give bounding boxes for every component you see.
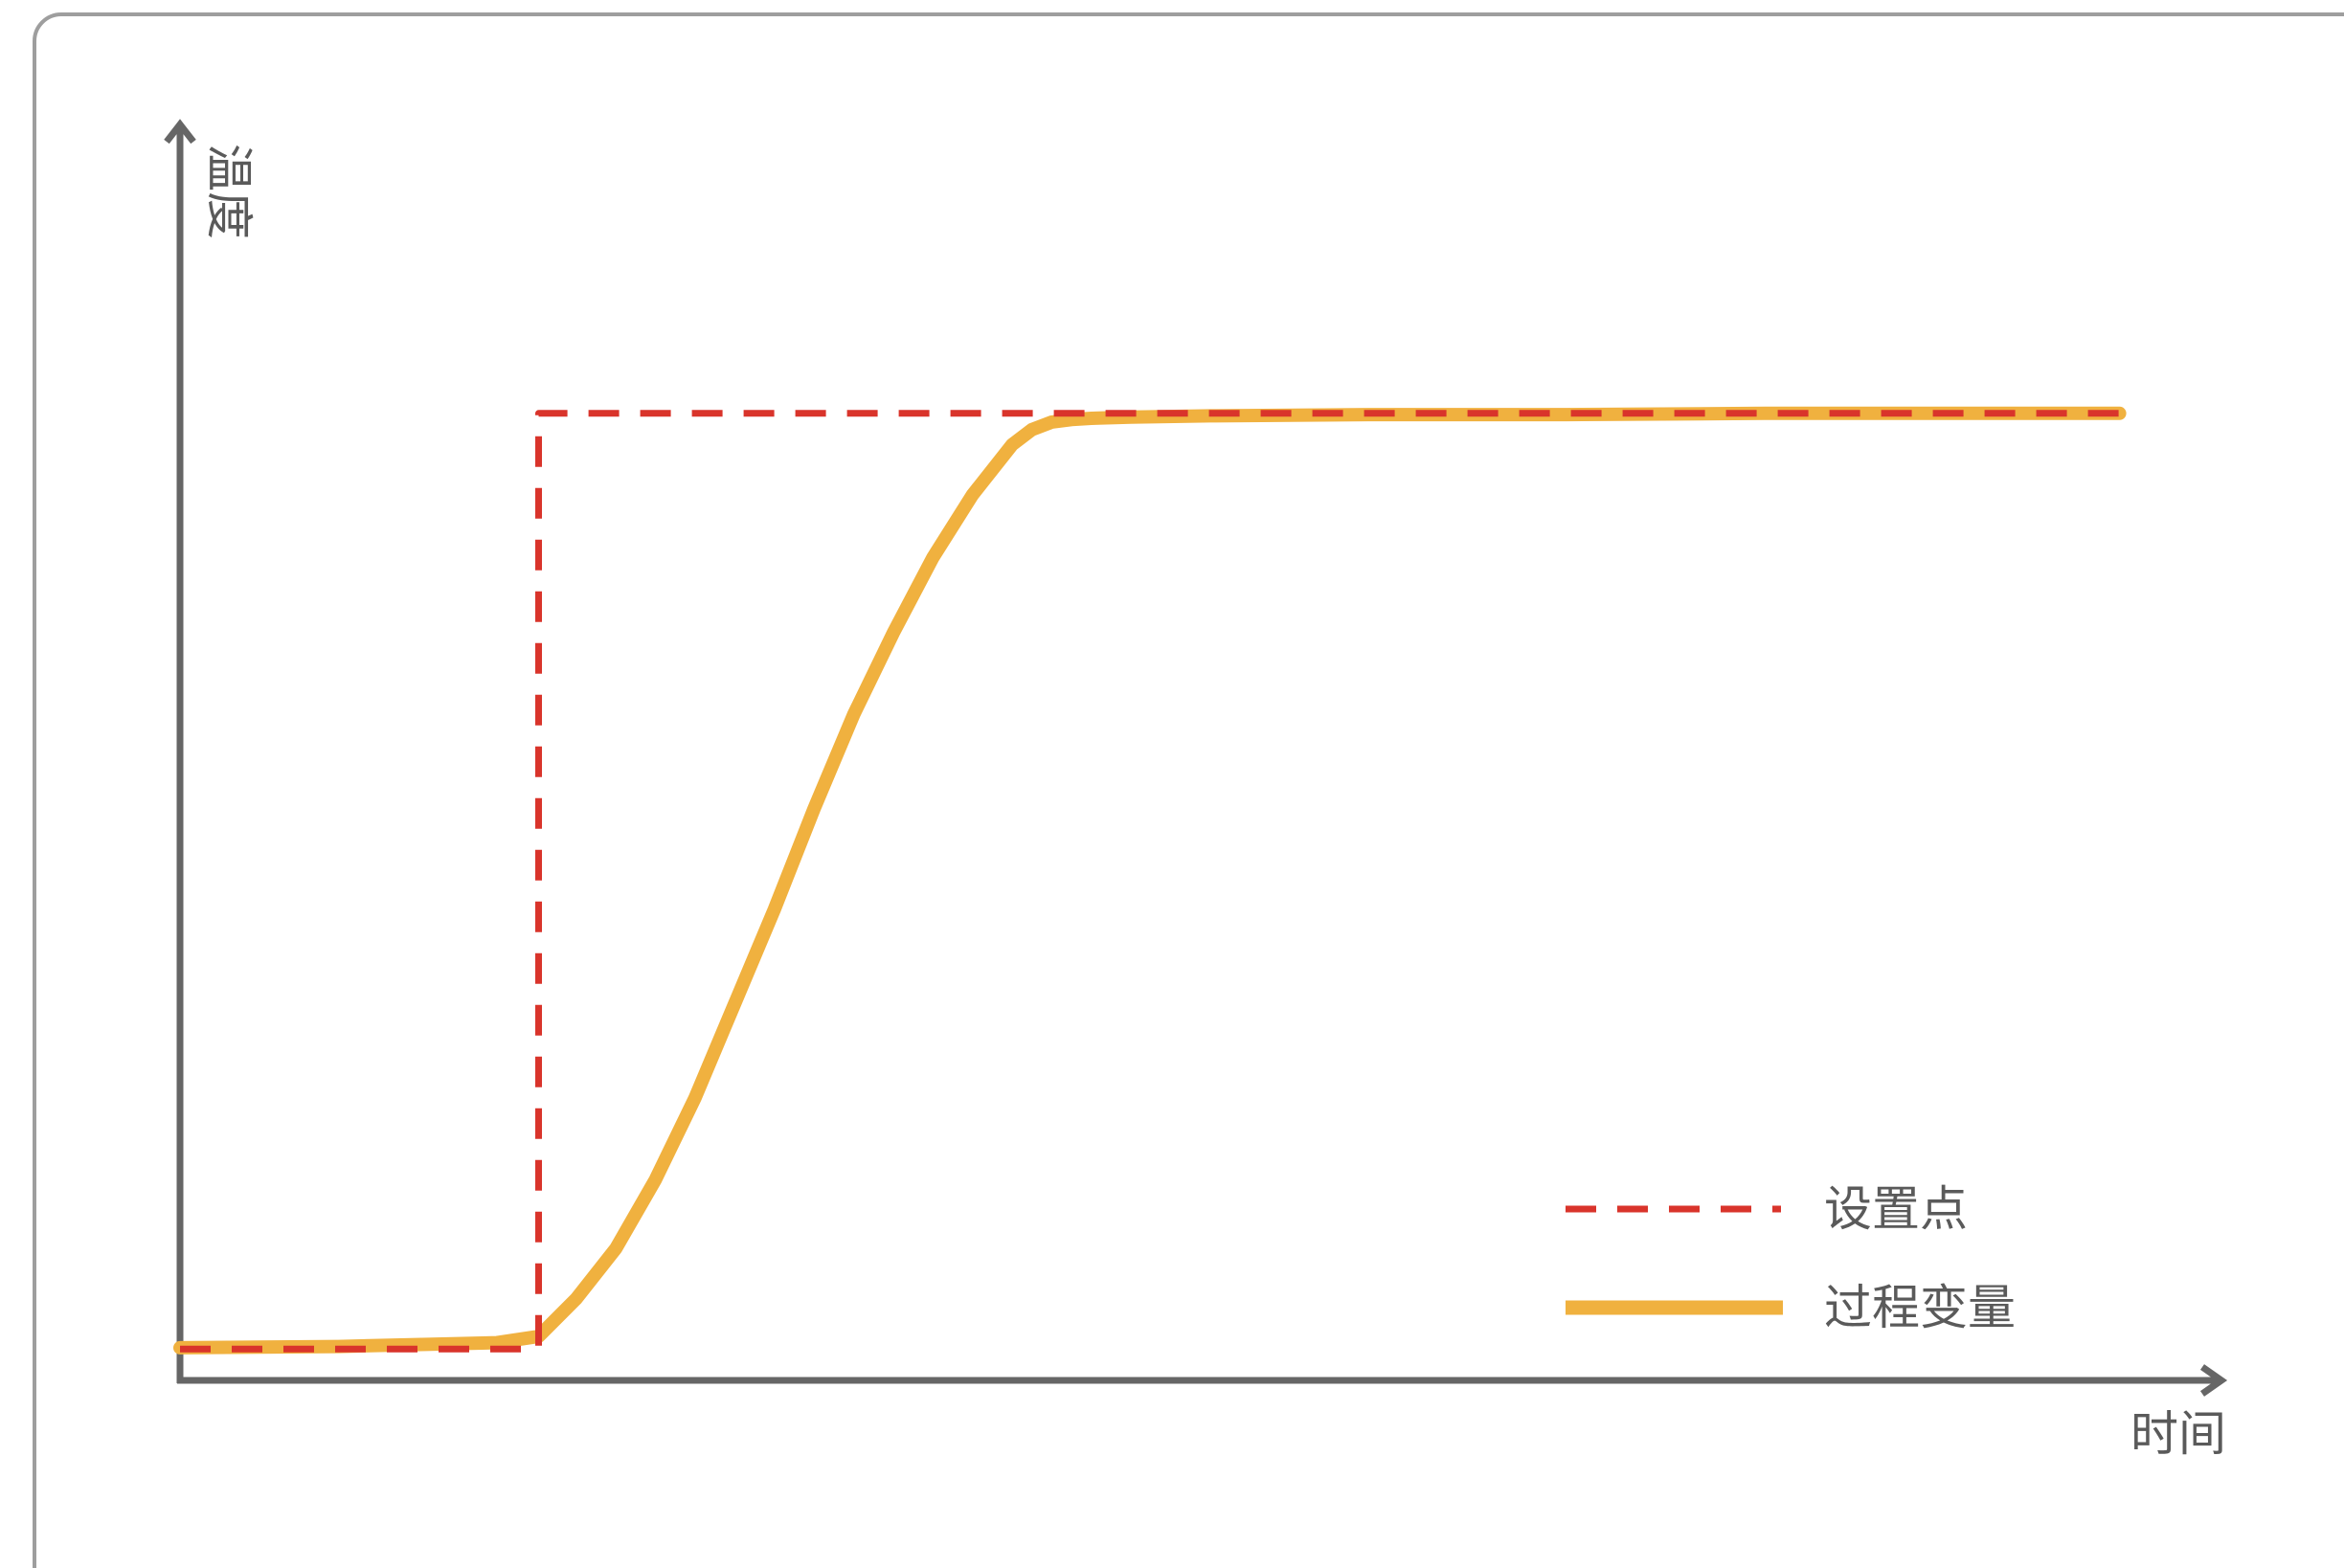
y-axis-label: 温度: [201, 144, 257, 239]
chart-frame: [33, 12, 2344, 1568]
y-axis-arrow: [164, 119, 196, 145]
x-axis-arrow: [2199, 1364, 2228, 1397]
legend: 设置点 过程变量: [1566, 1181, 2016, 1335]
series-line-setpoint: [180, 410, 2120, 1353]
legend-label-process-variable: 过程变量: [1824, 1280, 2016, 1335]
legend-label-setpoint: 设置点: [1824, 1181, 1968, 1237]
x-axis-label: 时间: [2130, 1406, 2226, 1462]
series-layer: [173, 406, 2127, 1355]
